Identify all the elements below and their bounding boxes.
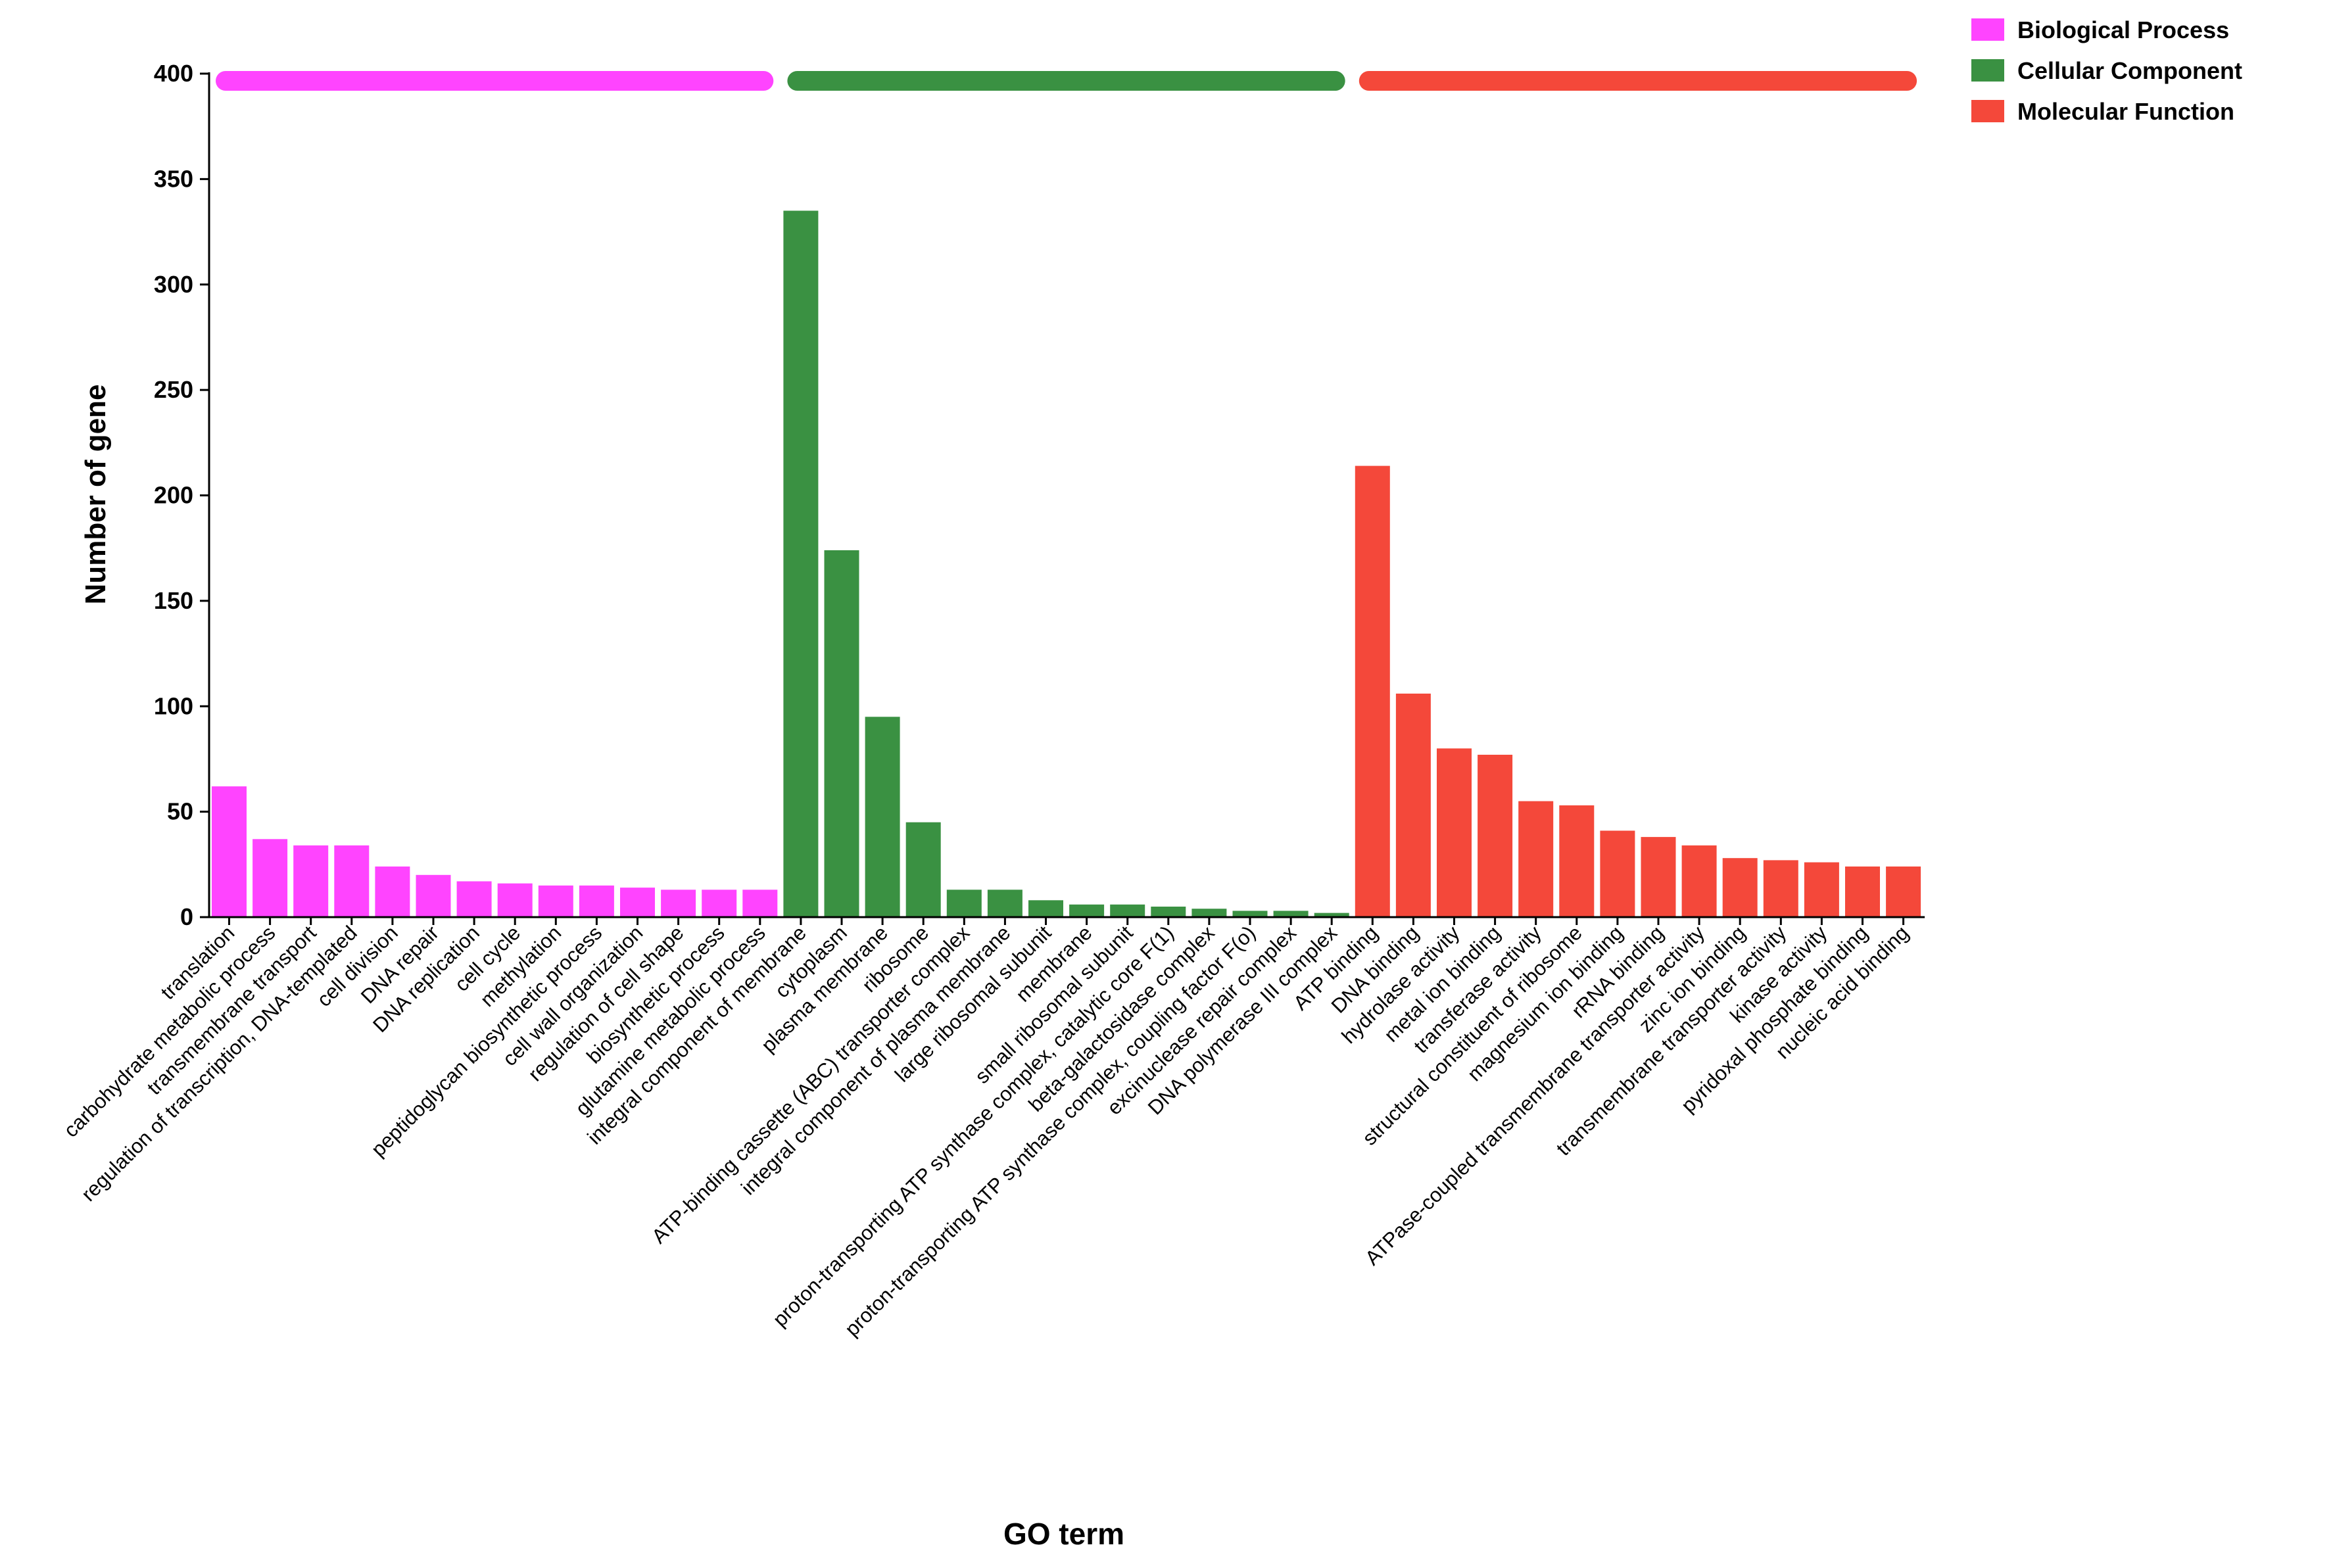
bar: [375, 867, 410, 917]
bar: [1559, 805, 1595, 917]
bars: [212, 210, 1921, 917]
legend-swatch: [1971, 59, 2004, 82]
bar: [946, 890, 982, 917]
group-band: [787, 71, 1345, 91]
bar: [334, 845, 370, 917]
group-band: [1359, 71, 1917, 91]
bar: [1804, 862, 1839, 917]
group-band: [216, 71, 774, 91]
bar: [824, 550, 859, 917]
bar: [905, 822, 941, 917]
bar: [702, 890, 737, 917]
bar: [1314, 913, 1349, 917]
y-tick-label: 200: [154, 482, 193, 509]
legend-label: Molecular Function: [2017, 98, 2234, 125]
bar: [1681, 845, 1717, 917]
bar: [1110, 904, 1145, 917]
bar: [661, 890, 696, 917]
bar: [1191, 909, 1227, 917]
bar: [865, 717, 900, 917]
bar: [212, 786, 247, 917]
legend: Biological Process Cellular Component Mole…: [1971, 16, 2242, 125]
bar: [1232, 911, 1268, 917]
bar: [1028, 900, 1063, 917]
y-tick-label: 0: [180, 903, 193, 930]
y-tick-label: 50: [167, 798, 193, 825]
bar: [1273, 911, 1309, 917]
y-tick-label: 100: [154, 692, 193, 719]
bar: [253, 839, 288, 917]
x-axis-title: GO term: [1003, 1517, 1124, 1551]
bar: [1518, 801, 1554, 917]
bar: [1069, 904, 1105, 917]
y-tick-label: 300: [154, 271, 193, 298]
x-category-label: regulation of transcription, DNA-templat…: [77, 921, 362, 1206]
y-axis: 0 50 100 150 200 250 300 350 400: [154, 60, 210, 930]
bar: [1641, 837, 1676, 917]
y-tick-label: 150: [154, 587, 193, 614]
bar: [742, 890, 778, 917]
bar: [1151, 907, 1186, 917]
bar: [620, 888, 655, 917]
group-bands: [216, 71, 1917, 91]
x-category-label: transmembrane transport: [143, 921, 321, 1099]
bar: [1845, 867, 1880, 917]
y-tick-label: 400: [154, 60, 193, 87]
x-axis: [209, 916, 1925, 925]
bar: [579, 885, 614, 917]
legend-label: Biological Process: [2017, 16, 2229, 43]
bar: [293, 845, 329, 917]
y-axis-title: Number of gene: [80, 385, 112, 605]
bar: [783, 210, 819, 917]
legend-label: Cellular Component: [2017, 57, 2242, 84]
bar: [1437, 748, 1472, 917]
bar: [987, 890, 1022, 917]
bar: [1600, 830, 1635, 917]
bar: [1478, 755, 1513, 917]
bar: [456, 881, 492, 917]
legend-swatch: [1971, 18, 2004, 41]
bar: [1722, 858, 1758, 917]
bar: [1763, 860, 1798, 917]
bar: [416, 874, 451, 917]
legend-swatch: [1971, 100, 2004, 122]
bar: [538, 885, 573, 917]
bar: [1395, 694, 1431, 917]
bar: [497, 883, 533, 917]
bar: [1355, 465, 1390, 917]
bar: [1886, 867, 1921, 917]
y-tick-label: 350: [154, 165, 193, 192]
y-tick-label: 250: [154, 376, 193, 403]
